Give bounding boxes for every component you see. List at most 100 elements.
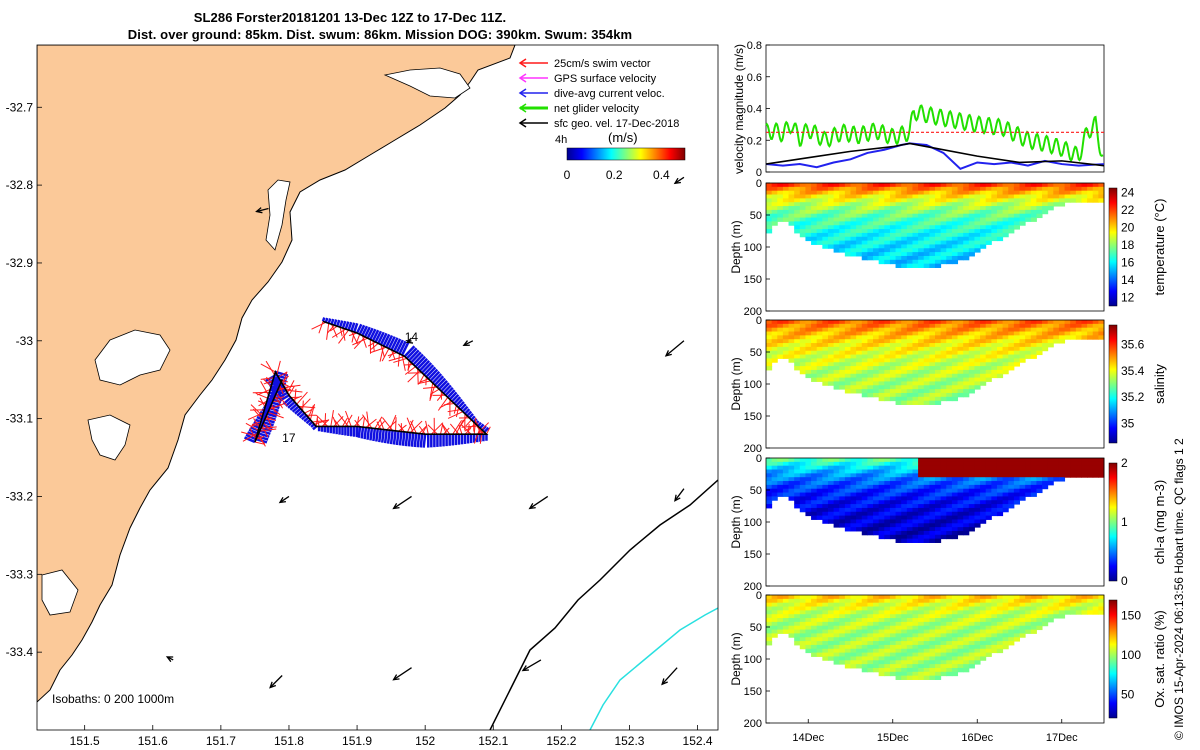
- section-cell: [1002, 346, 1009, 352]
- swim-vector: [486, 426, 491, 435]
- section-cell: [923, 606, 930, 611]
- section-cell: [951, 232, 959, 238]
- section-cell: [940, 500, 947, 505]
- section-cell: [968, 362, 975, 367]
- section-cell: [991, 362, 998, 367]
- section-cell: [867, 481, 874, 486]
- swim-vector: [326, 323, 330, 340]
- section-cell: [833, 652, 840, 657]
- section-cell: [844, 606, 851, 611]
- section-cell: [1013, 629, 1020, 634]
- section-cell: [839, 523, 846, 528]
- section-cell: [991, 648, 998, 654]
- section-cell: [850, 625, 857, 631]
- section-cell: [929, 232, 936, 238]
- section-cell: [782, 354, 790, 359]
- section-cell: [794, 358, 801, 363]
- section-cell: [861, 202, 868, 207]
- section-cell: [827, 461, 835, 467]
- swim-vector: [410, 420, 423, 433]
- section-cell: [878, 534, 885, 540]
- section-cell: [951, 209, 959, 215]
- section-cell: [889, 488, 897, 494]
- section-cell: [974, 481, 981, 486]
- section-cell: [918, 606, 925, 611]
- section-cell: [805, 225, 812, 230]
- section-cell: [951, 343, 959, 348]
- section-cell: [782, 477, 790, 482]
- section-cell: [799, 461, 806, 467]
- section-cell: [833, 198, 840, 203]
- section-cell: [833, 461, 840, 467]
- section-cell: [974, 610, 981, 615]
- section-cell: [946, 633, 953, 638]
- section-cell: [929, 621, 936, 627]
- section-cell: [805, 507, 812, 513]
- section-cell: [895, 358, 902, 363]
- section-cell: [906, 610, 913, 615]
- section-cell: [940, 465, 947, 471]
- section-cell: [1013, 190, 1020, 196]
- section-cell: [788, 186, 795, 192]
- section-cell: [974, 595, 981, 600]
- section-cell: [889, 385, 897, 390]
- section-cell: [884, 621, 891, 627]
- section-cell: [985, 198, 992, 203]
- section-cell: [895, 381, 902, 386]
- section-cell: [777, 481, 784, 486]
- section-cell: [1002, 621, 1009, 627]
- section-cell: [1047, 343, 1054, 348]
- section-cell: [1019, 221, 1026, 226]
- section-cell: [811, 183, 818, 188]
- section-cell: [861, 354, 868, 359]
- section-cell: [799, 221, 806, 226]
- section-cell: [884, 458, 891, 463]
- section-cell: [1008, 473, 1015, 478]
- section-cell: [839, 350, 846, 356]
- section-cell: [1025, 198, 1032, 203]
- colorbar-unit: (m/s): [608, 130, 638, 145]
- section-cell: [957, 194, 964, 199]
- section-cell: [788, 221, 795, 226]
- section-cell: [957, 343, 964, 348]
- section-cell: [861, 504, 868, 509]
- section-cell: [889, 500, 897, 505]
- section-cell: [833, 190, 840, 196]
- section-cell: [946, 385, 953, 390]
- section-cell: [918, 373, 925, 379]
- section-cell: [968, 183, 975, 188]
- section-cell: [782, 481, 790, 486]
- swim-vector: [398, 424, 407, 432]
- section-cell: [996, 629, 1004, 634]
- section-cell: [861, 595, 868, 600]
- section-cell: [895, 484, 902, 490]
- section-cell: [974, 484, 981, 490]
- section-cell: [1013, 496, 1020, 501]
- section-cell: [873, 511, 880, 517]
- section-cell: [935, 461, 942, 467]
- section-cell: [968, 346, 975, 352]
- section-cell: [1008, 461, 1015, 467]
- section-cell: [1030, 350, 1037, 356]
- swim-vector: [258, 433, 266, 447]
- section-cell: [1002, 339, 1009, 344]
- section-cell: [822, 648, 829, 654]
- section-cell: [816, 625, 823, 631]
- section-cell: [844, 625, 851, 631]
- section-cell: [889, 633, 897, 638]
- section-cell: [940, 664, 947, 669]
- section-cell: [805, 648, 812, 654]
- section-cell: [963, 530, 970, 536]
- dive-avg-current-vector: [416, 357, 429, 370]
- section-cell: [873, 255, 880, 261]
- section-cell: [940, 335, 947, 340]
- section-cell: [980, 236, 987, 242]
- section-cell: [844, 369, 851, 375]
- section-cell: [946, 527, 953, 532]
- section-cell: [1036, 320, 1043, 325]
- swim-vector: [449, 423, 460, 435]
- colorbar-label: chl-a (mg m-3): [1152, 480, 1167, 565]
- section-cell: [1070, 461, 1077, 467]
- section-cell: [856, 327, 863, 333]
